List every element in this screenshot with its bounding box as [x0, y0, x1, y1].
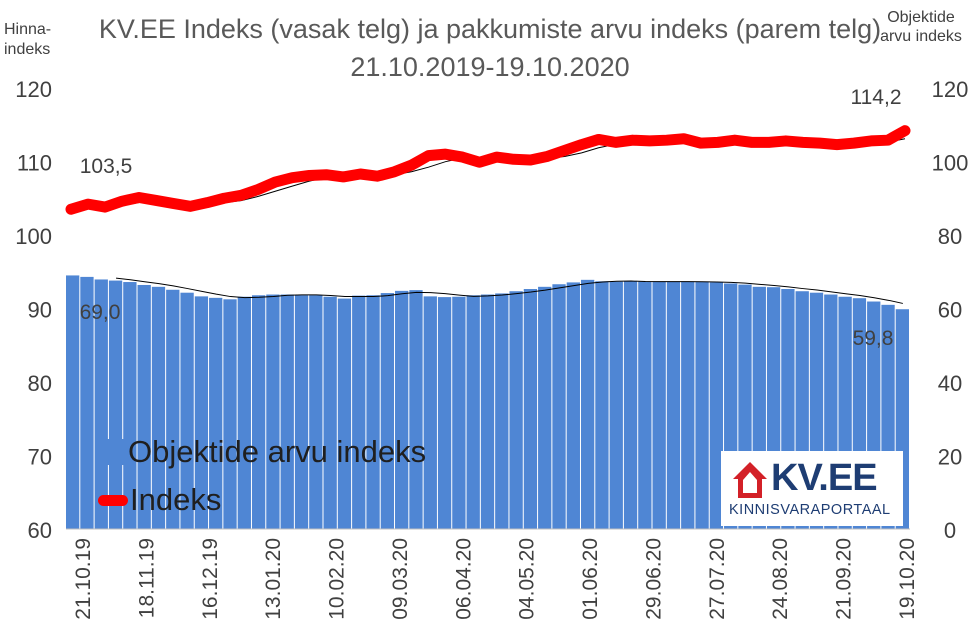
bar — [523, 289, 538, 529]
bar — [237, 296, 251, 529]
bar — [623, 281, 638, 529]
x-tick-label: 06.04.20 — [452, 538, 475, 620]
logo-brand: KV.EE — [771, 457, 878, 499]
bar — [552, 284, 566, 529]
x-tick-label: 29.06.20 — [642, 538, 665, 620]
x-tick-label: 24.08.20 — [769, 538, 792, 620]
house-icon — [733, 462, 767, 498]
bar — [337, 298, 352, 529]
left-tick-label: 90 — [28, 298, 52, 323]
bar — [466, 295, 480, 529]
bar — [66, 275, 80, 529]
bar — [509, 291, 523, 529]
data-label: 69,0 — [80, 301, 121, 324]
bar — [709, 282, 724, 529]
bar — [166, 289, 180, 529]
left-tick-label: 70 — [28, 445, 52, 470]
bar — [409, 290, 423, 529]
right-tick-label: 60 — [938, 298, 962, 323]
bar — [366, 295, 380, 529]
x-tick-label: 04.05.20 — [516, 538, 539, 620]
bar — [323, 296, 337, 529]
bar — [395, 290, 409, 529]
logo-subtitle: KINNISVARAPORTAAL — [729, 502, 891, 518]
data-label: 114,2 — [851, 86, 902, 109]
legend-label-line: Indeks — [130, 482, 222, 517]
x-tick-label: 21.10.19 — [72, 538, 95, 620]
bar — [580, 279, 595, 529]
data-label: 59,8 — [853, 327, 894, 350]
x-tick-label: 27.07.20 — [706, 538, 729, 620]
bar — [423, 296, 437, 529]
bar — [280, 294, 294, 529]
bar — [123, 282, 137, 529]
legend-swatch-bars — [98, 439, 124, 465]
bar — [380, 293, 395, 529]
right-tick-label: 120 — [932, 77, 969, 102]
legend-item-line: Indeks — [98, 476, 426, 524]
bar — [108, 280, 123, 529]
bar — [495, 293, 509, 529]
bar — [223, 299, 237, 529]
right-tick-label: 100 — [932, 151, 969, 176]
bar — [437, 297, 452, 529]
bar — [94, 279, 108, 529]
bar — [180, 292, 194, 529]
bar — [480, 294, 495, 529]
bar — [695, 282, 709, 529]
bar — [151, 286, 166, 529]
bar — [681, 281, 695, 529]
bar — [352, 295, 366, 529]
bar-trend-line — [116, 277, 903, 304]
kvee-logo: KV.EE KINNISVARAPORTAAL — [721, 451, 903, 526]
bar — [209, 297, 223, 529]
bar — [194, 296, 209, 529]
left-tick-label: 80 — [28, 371, 52, 396]
bar — [137, 284, 151, 529]
bar — [638, 281, 652, 529]
legend-label-bars: Objektide arvu indeks — [128, 434, 427, 469]
bar — [266, 294, 280, 529]
legend-item-bars: Objektide arvu indeks — [98, 428, 426, 476]
x-tick-label: 01.06.20 — [579, 538, 602, 620]
right-tick-label: 20 — [938, 445, 962, 470]
x-tick-label: 13.01.20 — [262, 538, 285, 620]
bar — [309, 295, 323, 529]
x-tick-label: 21.09.20 — [833, 538, 856, 620]
right-tick-label: 40 — [938, 371, 962, 396]
left-tick-label: 110 — [17, 151, 52, 176]
bar — [294, 295, 309, 529]
x-tick-label: 18.11.19 — [135, 538, 158, 618]
right-tick-label: 80 — [938, 224, 962, 249]
bar-series — [66, 275, 909, 529]
left-tick-label: 60 — [28, 518, 52, 543]
chart-title: KV.EE Indeks (vasak telg) ja pakkumiste … — [98, 14, 882, 82]
x-tick-label: 10.02.20 — [326, 538, 349, 620]
legend-swatch-line — [98, 494, 128, 506]
left-tick-label: 100 — [15, 224, 52, 249]
right-axis-title: Objektide arvu indeks — [880, 9, 962, 45]
bar — [595, 281, 609, 529]
bar — [80, 276, 94, 529]
index-line-series — [65, 125, 911, 215]
data-label: 103,5 — [80, 155, 133, 178]
bar — [251, 295, 266, 529]
bar — [566, 282, 580, 529]
index-line — [65, 125, 911, 215]
bar — [538, 286, 552, 529]
bar — [452, 296, 466, 529]
bar — [652, 281, 666, 529]
bar — [609, 281, 623, 529]
data-labels: 103,5 114,2 69,0 59,8 — [80, 86, 902, 350]
left-axis-title: Hinna-indeks — [4, 21, 52, 58]
right-tick-label: 0 — [944, 518, 956, 543]
legend: Objektide arvu indeks Indeks — [98, 428, 426, 524]
x-tick-label: 09.03.20 — [389, 538, 412, 620]
bar — [666, 281, 681, 529]
axes: 60 70 80 90 100 110 120 0 20 40 60 80 100 120 21.10.19… — [15, 77, 968, 620]
left-tick-label: 120 — [15, 77, 52, 102]
x-tick-label: 16.12.19 — [199, 538, 222, 620]
x-tick-label: 19.10.20 — [896, 538, 919, 620]
